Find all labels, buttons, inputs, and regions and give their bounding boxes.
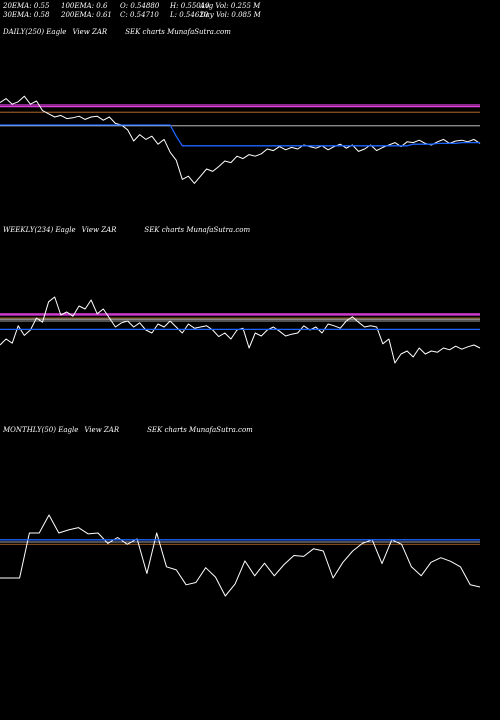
low-label: L: 0.54620 [170, 11, 209, 19]
day-vol-label: Day Vol: 0.085 M [200, 11, 261, 19]
high-label: H: 0.55010 [170, 2, 210, 10]
monthly-price-line [0, 514, 481, 597]
ema200-label: 200EMA: 0.61 [61, 11, 112, 19]
ema30-label: 30EMA: 0.58 [3, 11, 50, 19]
close-label: C: 0.54710 [120, 11, 159, 19]
open-label: O: 0.54880 [120, 2, 160, 10]
daily-label-part-1: DAILY(250) Eagle [3, 28, 67, 36]
ema20-label: 20EMA: 0.55 [3, 2, 50, 10]
daily-ema-line [0, 124, 480, 147]
weekly-label-part-1: WEEKLY(234) Eagle [3, 226, 76, 234]
daily-label-part-2: View ZAR [72, 28, 108, 36]
daily-chart [0, 95, 481, 184]
ema100-label: 100EMA: 0.6 [61, 2, 108, 10]
daily-panel-label: DAILY(250) Eagle View ZAR SEK charts Munaf… [3, 28, 237, 36]
daily-label-part-3: SEK charts MunafaSutra.com [125, 28, 231, 36]
weekly-panel-label: WEEKLY(234) Eagle View ZAR SEK charts Muna… [3, 226, 256, 234]
monthly-label-part-1: MONTHLY(50) Eagle [3, 426, 79, 434]
weekly-chart [0, 296, 481, 364]
weekly-label-part-2: View ZAR [81, 226, 117, 234]
monthly-label-part-2: View ZAR [84, 426, 120, 434]
weekly-label-part-3: SEK charts MunafaSutra.com [144, 226, 251, 234]
monthly-label-part-3: SEK charts MunafaSutra.com [147, 426, 253, 434]
monthly-chart [0, 514, 481, 597]
avg-vol-label: Avg Vol: 0.255 M [200, 2, 261, 10]
daily-price-line [0, 95, 481, 184]
monthly-panel-label: MONTHLY(50) Eagle View ZAR SEK charts Muna… [3, 426, 259, 434]
